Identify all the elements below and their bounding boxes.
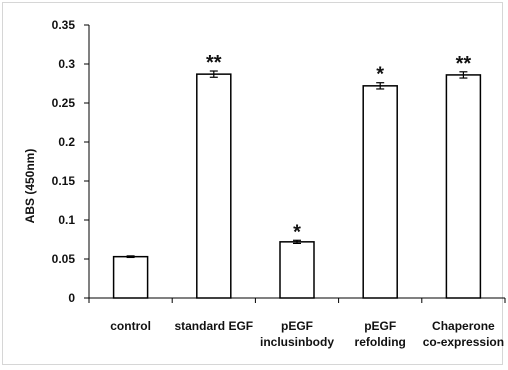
x-category-label: pEGF: [364, 319, 396, 333]
bar: [279, 241, 315, 299]
chart-frame: [2, 2, 503, 365]
bar: [196, 73, 232, 299]
y-tick-label: 0.15: [52, 174, 76, 188]
significance-label: *: [293, 221, 301, 243]
x-category-label: refolding: [355, 335, 406, 349]
y-tick-label: 0.3: [58, 57, 75, 71]
bar: [362, 85, 398, 299]
x-category-label: co-expression: [423, 335, 504, 349]
y-axis-title: ABS (450nm): [23, 149, 37, 224]
y-tick-label: 0.2: [58, 135, 75, 149]
significance-label: **: [206, 52, 222, 74]
bar: [445, 74, 482, 299]
x-category-label: pEGF: [281, 319, 313, 333]
significance-label: **: [456, 53, 472, 75]
bars: **** **: [112, 52, 482, 299]
x-category-label: control: [110, 319, 151, 333]
x-category-label: inclusinbody: [260, 335, 334, 349]
bar: [112, 255, 149, 299]
y-tick-label: 0.35: [52, 18, 76, 32]
significance-label: *: [376, 64, 384, 86]
y-tick-label: 0.1: [58, 213, 75, 227]
x-axis: control standard EGF pEGF inclusinbody pEGF r…: [88, 297, 506, 349]
y-axis: 0 0.05 0.1 0.15 0.2 0.25 0.3 0.35: [52, 18, 90, 305]
x-category-label: Chaperone: [432, 319, 495, 333]
y-tick-label: 0: [68, 291, 75, 305]
y-tick-label: 0.25: [52, 96, 76, 110]
x-category-label: standard EGF: [174, 319, 253, 333]
y-tick-label: 0.05: [52, 252, 76, 266]
